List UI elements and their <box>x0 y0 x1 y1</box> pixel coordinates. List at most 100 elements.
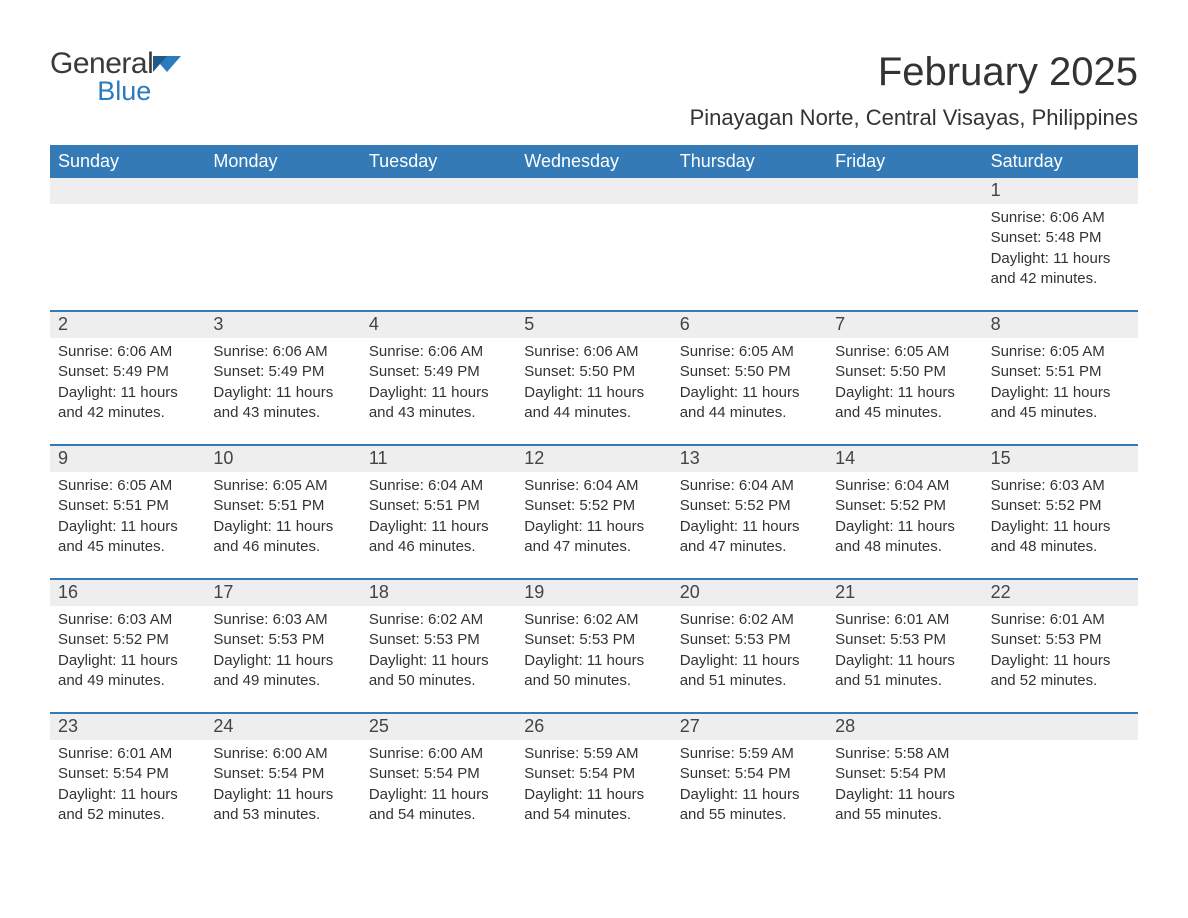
day-body: Sunrise: 6:01 AMSunset: 5:53 PMDaylight:… <box>827 606 982 695</box>
daylight-line2: and 46 minutes. <box>369 537 508 557</box>
day-body: Sunrise: 6:05 AMSunset: 5:50 PMDaylight:… <box>827 338 982 427</box>
daylight-line1: Daylight: 11 hours <box>524 383 663 403</box>
daylight-line2: and 54 minutes. <box>524 805 663 825</box>
calendar-cell: 6Sunrise: 6:05 AMSunset: 5:50 PMDaylight… <box>672 312 827 430</box>
day-number: 16 <box>50 580 205 606</box>
day-body: Sunrise: 6:03 AMSunset: 5:52 PMDaylight:… <box>50 606 205 695</box>
day-body: Sunrise: 6:04 AMSunset: 5:51 PMDaylight:… <box>361 472 516 561</box>
sunset-text: Sunset: 5:54 PM <box>835 764 974 784</box>
daylight-line2: and 49 minutes. <box>213 671 352 691</box>
day-body: Sunrise: 6:04 AMSunset: 5:52 PMDaylight:… <box>827 472 982 561</box>
sunset-text: Sunset: 5:51 PM <box>58 496 197 516</box>
day-number <box>827 178 982 204</box>
day-number: 4 <box>361 312 516 338</box>
day-body: Sunrise: 6:05 AMSunset: 5:51 PMDaylight:… <box>983 338 1138 427</box>
day-number: 19 <box>516 580 671 606</box>
calendar-cell: 2Sunrise: 6:06 AMSunset: 5:49 PMDaylight… <box>50 312 205 430</box>
day-body: Sunrise: 5:58 AMSunset: 5:54 PMDaylight:… <box>827 740 982 829</box>
logo-general: General <box>50 50 153 79</box>
day-body: Sunrise: 5:59 AMSunset: 5:54 PMDaylight:… <box>672 740 827 829</box>
daylight-line1: Daylight: 11 hours <box>213 383 352 403</box>
daylight-line2: and 52 minutes. <box>991 671 1130 691</box>
sunset-text: Sunset: 5:51 PM <box>991 362 1130 382</box>
sunrise-text: Sunrise: 5:59 AM <box>680 744 819 764</box>
day-number: 27 <box>672 714 827 740</box>
sunset-text: Sunset: 5:50 PM <box>680 362 819 382</box>
sunrise-text: Sunrise: 6:06 AM <box>213 342 352 362</box>
sunset-text: Sunset: 5:53 PM <box>524 630 663 650</box>
calendar-cell: 27Sunrise: 5:59 AMSunset: 5:54 PMDayligh… <box>672 714 827 832</box>
sunrise-text: Sunrise: 6:06 AM <box>524 342 663 362</box>
day-header-monday: Monday <box>205 145 360 178</box>
calendar-cell: 7Sunrise: 6:05 AMSunset: 5:50 PMDaylight… <box>827 312 982 430</box>
calendar: Sunday Monday Tuesday Wednesday Thursday… <box>50 145 1138 832</box>
brand-logo: General Blue <box>50 50 181 104</box>
weeks-container: 1Sunrise: 6:06 AMSunset: 5:48 PMDaylight… <box>50 178 1138 832</box>
day-number: 23 <box>50 714 205 740</box>
sunset-text: Sunset: 5:52 PM <box>524 496 663 516</box>
day-body: Sunrise: 6:02 AMSunset: 5:53 PMDaylight:… <box>516 606 671 695</box>
day-number <box>516 178 671 204</box>
daylight-line1: Daylight: 11 hours <box>213 651 352 671</box>
daylight-line1: Daylight: 11 hours <box>835 785 974 805</box>
daylight-line1: Daylight: 11 hours <box>369 517 508 537</box>
daylight-line2: and 43 minutes. <box>369 403 508 423</box>
day-body: Sunrise: 6:06 AMSunset: 5:49 PMDaylight:… <box>361 338 516 427</box>
day-body: Sunrise: 6:06 AMSunset: 5:50 PMDaylight:… <box>516 338 671 427</box>
calendar-cell: 9Sunrise: 6:05 AMSunset: 5:51 PMDaylight… <box>50 446 205 564</box>
calendar-cell: 5Sunrise: 6:06 AMSunset: 5:50 PMDaylight… <box>516 312 671 430</box>
daylight-line1: Daylight: 11 hours <box>991 383 1130 403</box>
week-row: 9Sunrise: 6:05 AMSunset: 5:51 PMDaylight… <box>50 444 1138 564</box>
sunset-text: Sunset: 5:50 PM <box>524 362 663 382</box>
daylight-line1: Daylight: 11 hours <box>680 651 819 671</box>
location-text: Pinayagan Norte, Central Visayas, Philip… <box>690 105 1138 131</box>
sunset-text: Sunset: 5:54 PM <box>680 764 819 784</box>
calendar-cell: 15Sunrise: 6:03 AMSunset: 5:52 PMDayligh… <box>983 446 1138 564</box>
day-number: 22 <box>983 580 1138 606</box>
daylight-line1: Daylight: 11 hours <box>58 383 197 403</box>
daylight-line2: and 48 minutes. <box>835 537 974 557</box>
day-number <box>672 178 827 204</box>
day-header-sunday: Sunday <box>50 145 205 178</box>
sunrise-text: Sunrise: 6:06 AM <box>58 342 197 362</box>
sunrise-text: Sunrise: 6:02 AM <box>680 610 819 630</box>
daylight-line2: and 53 minutes. <box>213 805 352 825</box>
sunrise-text: Sunrise: 6:04 AM <box>369 476 508 496</box>
sunrise-text: Sunrise: 6:01 AM <box>991 610 1130 630</box>
day-body: Sunrise: 6:06 AMSunset: 5:48 PMDaylight:… <box>983 204 1138 293</box>
sunset-text: Sunset: 5:54 PM <box>58 764 197 784</box>
calendar-cell: 3Sunrise: 6:06 AMSunset: 5:49 PMDaylight… <box>205 312 360 430</box>
calendar-cell: 23Sunrise: 6:01 AMSunset: 5:54 PMDayligh… <box>50 714 205 832</box>
calendar-cell: 21Sunrise: 6:01 AMSunset: 5:53 PMDayligh… <box>827 580 982 698</box>
day-number: 20 <box>672 580 827 606</box>
daylight-line1: Daylight: 11 hours <box>213 785 352 805</box>
sunset-text: Sunset: 5:49 PM <box>369 362 508 382</box>
day-number: 21 <box>827 580 982 606</box>
day-header-row: Sunday Monday Tuesday Wednesday Thursday… <box>50 145 1138 178</box>
calendar-cell-empty <box>516 178 671 296</box>
sunrise-text: Sunrise: 6:05 AM <box>835 342 974 362</box>
day-number: 11 <box>361 446 516 472</box>
week-row: 1Sunrise: 6:06 AMSunset: 5:48 PMDaylight… <box>50 178 1138 296</box>
sunset-text: Sunset: 5:48 PM <box>991 228 1130 248</box>
daylight-line2: and 50 minutes. <box>524 671 663 691</box>
sunrise-text: Sunrise: 6:00 AM <box>369 744 508 764</box>
sunrise-text: Sunrise: 6:03 AM <box>213 610 352 630</box>
sunset-text: Sunset: 5:50 PM <box>835 362 974 382</box>
daylight-line1: Daylight: 11 hours <box>524 785 663 805</box>
daylight-line1: Daylight: 11 hours <box>835 517 974 537</box>
daylight-line1: Daylight: 11 hours <box>58 651 197 671</box>
calendar-cell-empty <box>361 178 516 296</box>
sunrise-text: Sunrise: 5:58 AM <box>835 744 974 764</box>
day-number: 13 <box>672 446 827 472</box>
daylight-line2: and 55 minutes. <box>835 805 974 825</box>
sunrise-text: Sunrise: 6:03 AM <box>991 476 1130 496</box>
daylight-line1: Daylight: 11 hours <box>835 651 974 671</box>
day-body: Sunrise: 6:06 AMSunset: 5:49 PMDaylight:… <box>50 338 205 427</box>
daylight-line2: and 46 minutes. <box>213 537 352 557</box>
header: General Blue February 2025 Pinayagan Nor… <box>50 50 1138 131</box>
daylight-line2: and 42 minutes. <box>58 403 197 423</box>
daylight-line2: and 44 minutes. <box>680 403 819 423</box>
sunset-text: Sunset: 5:54 PM <box>524 764 663 784</box>
sunrise-text: Sunrise: 6:06 AM <box>369 342 508 362</box>
